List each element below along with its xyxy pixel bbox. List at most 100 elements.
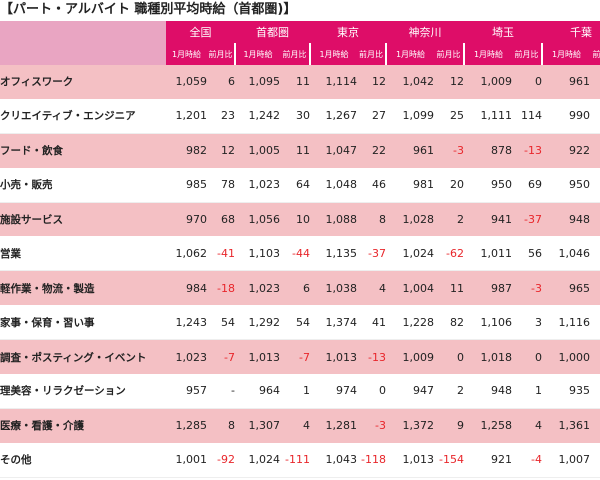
change-cell: 114 <box>512 98 542 134</box>
wage-cell: 1,267 <box>310 98 357 134</box>
wage-cell: 1,024 <box>386 236 434 272</box>
change-cell: -41 <box>207 236 235 272</box>
change-cell: -37 <box>357 236 386 272</box>
wage-cell: 1,023 <box>166 339 207 375</box>
change-cell: 1 <box>590 202 600 237</box>
wage-cell: 1,374 <box>310 305 357 341</box>
wage-cell: 1,088 <box>310 202 357 237</box>
change-subheader: 前月比 <box>512 43 543 65</box>
wage-cell: 1,013 <box>310 339 357 375</box>
change-cell: 0 <box>590 339 600 375</box>
change-cell: -7 <box>207 339 235 375</box>
wage-cell: 957 <box>166 374 207 409</box>
category-cell: 医療・看護・介護 <box>0 408 166 443</box>
change-cell: 8 <box>357 202 386 237</box>
change-cell: 7 <box>590 442 600 478</box>
wage-cell: 1,243 <box>166 305 207 341</box>
wage-cell: 1,095 <box>235 65 280 99</box>
category-cell: 軽作業・物流・製造 <box>0 270 166 306</box>
change-subheader: 前月比 <box>590 43 600 65</box>
subheader-row: 1月時給 前月比 1月時給 前月比 1月時給 前月比 1月時給 前月比 1月時給… <box>0 43 600 65</box>
change-cell: 8 <box>207 408 235 443</box>
change-cell: 41 <box>357 305 386 341</box>
wage-cell: 1,009 <box>386 339 434 375</box>
change-cell: 4 <box>280 408 310 443</box>
category-cell: 家事・保育・習い事 <box>0 305 166 341</box>
change-cell: -92 <box>207 442 235 478</box>
wage-cell: 1,111 <box>464 98 512 134</box>
wage-cell: 1,001 <box>166 442 207 478</box>
wage-cell: 878 <box>464 133 512 168</box>
table-row: 家事・保育・習い事 1,243 54 1,292 54 1,374 41 1,228 82 1,1… <box>0 305 600 341</box>
change-subheader: 前月比 <box>207 43 236 65</box>
wage-subheader: 1月時給 <box>310 43 357 65</box>
wage-cell: 961 <box>542 65 590 99</box>
change-cell: -111 <box>280 442 310 478</box>
category-cell: クリエイティブ・エンジニア <box>0 98 166 134</box>
change-cell: 1 <box>280 374 310 409</box>
change-cell: -20 <box>590 98 600 134</box>
change-cell: 46 <box>357 167 386 203</box>
change-cell: 25 <box>434 98 464 134</box>
wage-cell: 981 <box>386 167 434 203</box>
wage-cell: 1,043 <box>310 442 357 478</box>
wage-cell: 921 <box>464 442 512 478</box>
corner-cell <box>0 21 166 65</box>
change-cell: 12 <box>357 65 386 99</box>
change-cell: 12 <box>207 133 235 168</box>
wage-cell: 1,013 <box>235 339 280 375</box>
wage-cell: 1,242 <box>235 98 280 134</box>
change-cell: 0 <box>434 339 464 375</box>
wage-cell: 1,007 <box>542 442 590 478</box>
change-cell: -3 <box>512 270 542 306</box>
change-cell: 2 <box>434 374 464 409</box>
wage-cell: 1,046 <box>542 236 590 272</box>
change-cell: 68 <box>207 202 235 237</box>
category-cell: 施設サービス <box>0 202 166 237</box>
table-row: フード・飲食982121,005111,04722961-3878-13922-… <box>0 133 600 168</box>
change-cell: -13 <box>357 339 386 375</box>
wage-cell: 948 <box>464 374 512 409</box>
wage-cell: 1,285 <box>166 408 207 443</box>
wage-cell: 935 <box>542 374 590 409</box>
wage-cell: 1,023 <box>235 270 280 306</box>
change-cell: 0 <box>512 65 542 99</box>
change-cell: 12 <box>434 65 464 99</box>
region-header: 埼玉 <box>464 21 542 43</box>
wage-subheader: 1月時給 <box>464 43 512 65</box>
wage-table: 全国 首都圏 東京 神奈川 埼玉 千葉 1月時給 前月比 1月時給 前月比 1月… <box>0 21 600 478</box>
change-cell: 5 <box>590 305 600 341</box>
wage-cell: 985 <box>166 167 207 203</box>
change-cell: -118 <box>357 442 386 478</box>
change-cell: -4 <box>512 442 542 478</box>
change-cell: 6 <box>207 65 235 99</box>
change-cell: 0 <box>357 374 386 409</box>
wage-subheader: 1月時給 <box>235 43 280 65</box>
change-cell: -37 <box>512 202 542 237</box>
region-header: 全国 <box>166 21 235 43</box>
wage-cell: 961 <box>386 133 434 168</box>
wage-cell: 948 <box>542 202 590 237</box>
change-cell: 64 <box>280 167 310 203</box>
table-row: 営業 1,062 -41 1,103 -44 1,135 -37 1,024 -62 1,011 5… <box>0 236 600 272</box>
wage-cell: 1,228 <box>386 305 434 341</box>
wage-cell: 982 <box>166 133 207 168</box>
wage-cell: 984 <box>166 270 207 306</box>
wage-cell: 1,116 <box>542 305 590 341</box>
table-row: 医療・看護・介護 1,285 8 1,307 4 1,281 -3 1,372 9 1,258 4 1… <box>0 408 600 443</box>
category-cell: オフィスワーク <box>0 65 166 99</box>
wage-cell: 1,103 <box>235 236 280 272</box>
change-cell: 69 <box>512 167 542 203</box>
region-header: 首都圏 <box>235 21 310 43</box>
wage-cell: 950 <box>464 167 512 203</box>
wage-cell: 1,009 <box>464 65 512 99</box>
table-row: その他 1,001 -92 1,024 -111 1,043 -118 1,013 -154 92… <box>0 442 600 478</box>
category-cell: 小売・販売 <box>0 167 166 203</box>
category-cell: 理美容・リラクゼーション <box>0 374 166 409</box>
wage-cell: 1,201 <box>166 98 207 134</box>
change-cell: 30 <box>280 98 310 134</box>
region-header-row: 全国 首都圏 東京 神奈川 埼玉 千葉 <box>0 21 600 65</box>
table-row: 調査・ポスティング・イベント 1,023 -7 1,013 -7 1,013 -13 1,00… <box>0 339 600 375</box>
